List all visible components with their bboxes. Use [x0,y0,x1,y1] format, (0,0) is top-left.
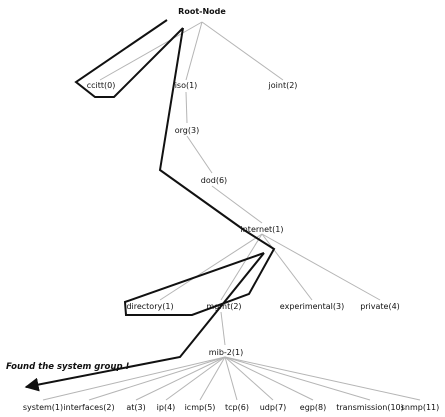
edge-mib2-snmp [225,357,420,400]
node-internet: internet(1) [241,225,284,234]
node-joint: joint(2) [268,81,298,90]
node-icmp: icmp(5) [185,403,216,412]
edge-iso-org [186,92,187,123]
node-ip: ip(4) [157,403,176,412]
edge-internet-directory [160,234,262,300]
edge-internet-private [262,234,380,300]
node-system: system(1) [23,403,63,412]
search-path-main [160,28,244,230]
node-directory: directory(1) [126,302,173,311]
edge-mib2-udp [225,357,273,400]
edge-org-dod [187,136,212,173]
node-mib2: mib-2(1) [209,348,243,357]
edge-root-joint [202,22,283,80]
edge-dod-internet [212,186,262,223]
search-path [26,20,274,387]
edge-internet-experimental [262,234,312,300]
edge-root-iso [186,22,202,80]
node-transmission: transmission(10) [336,403,404,412]
node-ccitt: ccitt(0) [87,81,116,90]
node-iso: iso(1) [175,81,198,90]
node-labels: Root-Node ccitt(0) iso(1) joint(2) org(3… [23,7,439,412]
node-private: private(4) [360,302,400,311]
node-experimental: experimental(3) [280,302,344,311]
node-tcp: tcp(6) [225,403,249,412]
found-system-group-note: Found the system group ! [6,362,129,372]
tree-edges [43,22,420,400]
edge-mib2-transmission [225,357,370,400]
node-interfaces: interfaces(2) [63,403,114,412]
node-dod: dod(6) [201,176,227,185]
edge-mib2-tcp [225,357,237,400]
node-mgmt: mgmt(2) [206,302,241,311]
node-org: org(3) [175,126,199,135]
edge-mib2-egp [225,357,313,400]
node-snmp: snmp(11) [401,403,440,412]
edge-mib2-ip [166,357,225,400]
node-at: at(3) [126,403,145,412]
node-egp: egp(8) [300,403,326,412]
node-root: Root-Node [178,7,226,16]
edge-mgmt-mib2 [221,312,225,345]
node-udp: udp(7) [260,403,287,412]
